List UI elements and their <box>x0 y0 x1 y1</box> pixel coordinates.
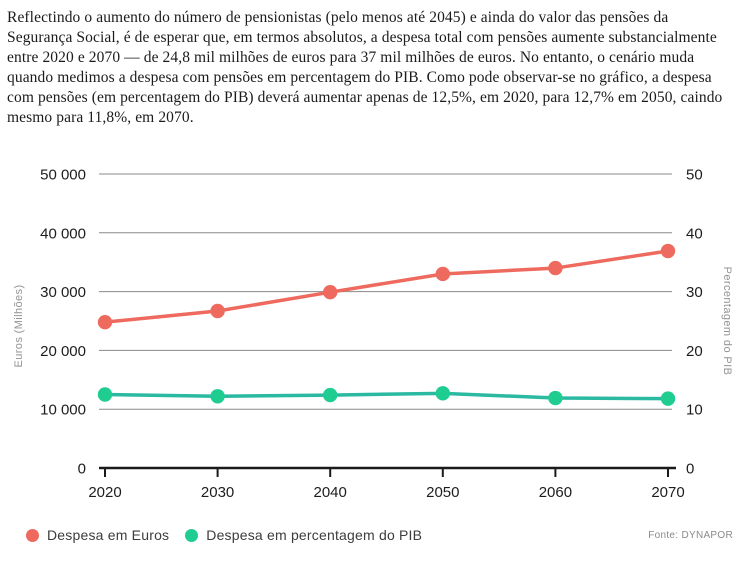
legend-label: Despesa em percentagem do PIB <box>206 527 423 543</box>
right-axis-tick-label: 40 <box>686 225 703 242</box>
x-axis-label: 2070 <box>651 484 684 501</box>
data-point-despesa-em-percentagem-do-pib-2040[interactable] <box>323 387 338 403</box>
left-axis-title: Euros (Milhões) <box>13 284 25 367</box>
data-point-despesa-em-euros-2030[interactable] <box>210 303 225 319</box>
x-axis-label: 2030 <box>201 484 234 501</box>
line-chart-canvas: 0 0 10 000 10 20 000 20 30 000 30 40 000 40 50 000… <box>13 167 733 502</box>
right-axis-tick-label: 50 <box>686 167 703 184</box>
legend-dot-despesa-em-percentagem-do-pib <box>185 528 199 542</box>
data-point-despesa-em-percentagem-do-pib-2020[interactable] <box>97 387 113 402</box>
intro-paragraph: Reflectindo o aumento do número de pensi… <box>7 9 723 126</box>
legend-item-despesa-em-euros: Despesa em Euros <box>26 527 169 543</box>
chart-legend: Despesa em Euros Despesa em percentagem … <box>26 527 422 543</box>
data-point-despesa-em-euros-2040[interactable] <box>323 284 338 300</box>
right-axis-tick-label: 0 <box>686 461 694 478</box>
left-axis-tick-label: 30 000 <box>40 284 86 301</box>
left-axis-tick-label: 50 000 <box>40 167 86 184</box>
series-line-despesa-em-percentagem-do-pib <box>103 391 670 401</box>
right-axis-title: Percentagem do PIB <box>721 267 733 376</box>
left-axis-tick-label: 0 <box>78 461 86 478</box>
x-axis-label: 2040 <box>314 484 347 501</box>
x-axis-label: 2020 <box>88 484 121 501</box>
data-point-despesa-em-percentagem-do-pib-2050[interactable] <box>435 386 450 401</box>
legend-item-despesa-em-percentagem-do-pib: Despesa em percentagem do PIB <box>185 527 422 543</box>
data-point-despesa-em-euros-2050[interactable] <box>435 266 450 282</box>
pension-chart: 0 0 10 000 10 20 000 20 30 000 30 40 000 40 50 000… <box>0 148 745 544</box>
chart-footer: Despesa em Euros Despesa em percentagem … <box>26 527 733 543</box>
data-point-despesa-em-percentagem-do-pib-2030[interactable] <box>210 389 225 404</box>
data-point-despesa-em-euros-2060[interactable] <box>548 260 563 276</box>
data-point-despesa-em-percentagem-do-pib-2070[interactable] <box>660 391 676 406</box>
data-point-despesa-em-percentagem-do-pib-2060[interactable] <box>548 390 563 406</box>
left-axis-tick-label: 40 000 <box>40 225 86 242</box>
legend-dot-despesa-em-euros <box>26 528 39 542</box>
right-axis-tick-label: 30 <box>686 284 703 301</box>
x-axis-label: 2050 <box>426 484 459 501</box>
left-axis-tick-label: 20 000 <box>40 343 86 360</box>
data-point-despesa-em-euros-2070[interactable] <box>660 243 676 259</box>
right-axis-tick-label: 20 <box>686 343 703 360</box>
data-point-despesa-em-euros-2020[interactable] <box>97 314 113 330</box>
source-credit: Fonte: DYNAPOR <box>648 529 733 541</box>
legend-label: Despesa em Euros <box>47 527 170 543</box>
x-axis-label: 2060 <box>539 484 572 501</box>
right-axis-tick-label: 10 <box>686 402 703 419</box>
left-axis-tick-label: 10 000 <box>40 402 86 419</box>
series-line-despesa-em-euros <box>103 249 670 324</box>
